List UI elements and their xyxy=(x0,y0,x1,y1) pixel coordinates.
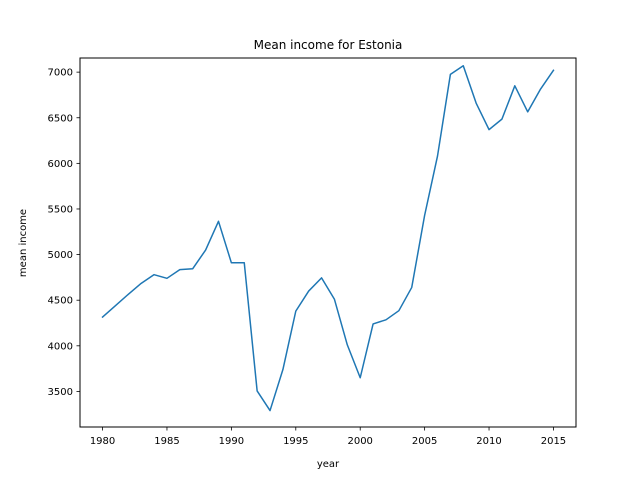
x-tick-label-1985: 1985 xyxy=(154,436,179,447)
y-tick-label-3500: 3500 xyxy=(48,387,73,398)
y-axis-label: mean income xyxy=(18,209,29,277)
y-tick-label-6500: 6500 xyxy=(48,113,73,124)
y-tick-label-4000: 4000 xyxy=(48,341,73,352)
x-tick-label-2015: 2015 xyxy=(541,436,566,447)
x-tick-label-2005: 2005 xyxy=(412,436,437,447)
series-line-0 xyxy=(101,65,555,412)
plot-frame xyxy=(79,57,577,428)
y-axis: 3500 4000 4500 5000 5500 6000 6500 7000 xyxy=(48,68,80,398)
x-tick-label-1995: 1995 xyxy=(283,436,308,447)
y-tick-label-4500: 4500 xyxy=(48,296,73,307)
y-tick-label-5500: 5500 xyxy=(48,204,73,215)
x-tick-label-1980: 1980 xyxy=(90,436,115,447)
x-axis: 1980 1985 1990 1995 2000 2005 2010 2015 xyxy=(90,427,566,447)
chart-title: Mean income for Estonia xyxy=(254,38,403,52)
y-tick-label-5000: 5000 xyxy=(48,250,73,261)
plot-area xyxy=(101,65,555,412)
x-tick-label-1990: 1990 xyxy=(219,436,244,447)
x-tick-label-2010: 2010 xyxy=(476,436,501,447)
y-tick-label-7000: 7000 xyxy=(48,68,73,79)
x-tick-label-2000: 2000 xyxy=(347,436,372,447)
x-axis-label: year xyxy=(317,459,340,470)
y-tick-label-6000: 6000 xyxy=(48,159,73,170)
